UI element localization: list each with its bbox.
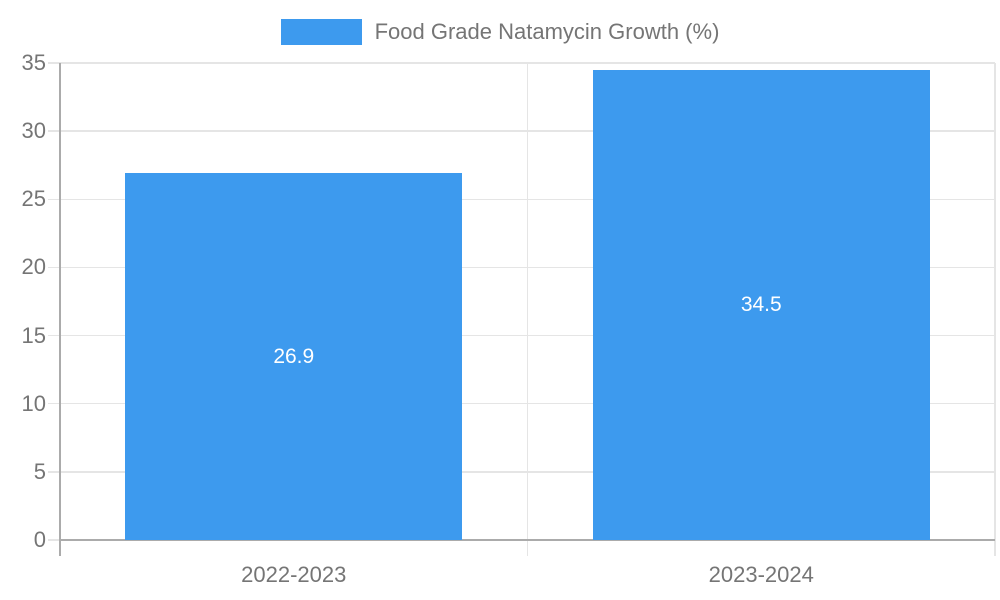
- x-band-gridline: [994, 63, 996, 556]
- legend-label: Food Grade Natamycin Growth (%): [374, 19, 720, 44]
- x-axis-line: [60, 539, 995, 541]
- y-gridline: [48, 198, 995, 201]
- y-gridline: [48, 266, 995, 269]
- bar-value-label: 34.5: [740, 293, 782, 317]
- y-tick-label: 35: [21, 50, 46, 75]
- y-gridline: [48, 130, 995, 132]
- y-tick-label: 15: [21, 322, 46, 348]
- y-tick-label: 10: [21, 390, 46, 416]
- y-tick-label: 30: [21, 118, 46, 144]
- x-band-gridline: [526, 63, 529, 556]
- y-gridline: [48, 402, 995, 405]
- y-tick-label: 20: [21, 254, 46, 280]
- x-category-label: 2023-2024: [708, 562, 814, 587]
- y-tick-label: 0: [33, 527, 46, 552]
- legend-swatch: [280, 19, 362, 45]
- y-axis-line: [59, 63, 61, 556]
- bar[interactable]: [592, 69, 930, 540]
- y-gridline: [48, 471, 995, 473]
- chart-legend[interactable]: Food Grade Natamycin Growth (%): [0, 19, 1000, 45]
- y-tick-label: 25: [21, 186, 46, 212]
- y-gridline: [48, 62, 995, 64]
- bar[interactable]: [125, 173, 463, 540]
- y-tick-label: 5: [33, 458, 46, 484]
- x-category-label: 2022-2023: [241, 562, 347, 587]
- y-gridline: [48, 334, 995, 337]
- bar-value-label: 26.9: [273, 345, 315, 369]
